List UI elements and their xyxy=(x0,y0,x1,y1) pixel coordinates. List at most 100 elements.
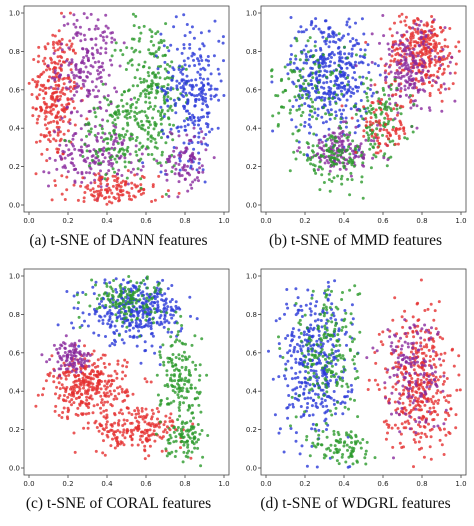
scatter-point xyxy=(107,186,111,190)
scatter-point xyxy=(196,396,200,400)
scatter-point xyxy=(411,59,415,63)
scatter-point xyxy=(162,98,166,102)
scatter-point xyxy=(201,92,204,95)
scatter-point xyxy=(177,97,181,101)
scatter-point xyxy=(87,91,91,95)
scatter-point xyxy=(289,16,293,19)
scatter-point xyxy=(161,435,165,439)
scatter-point xyxy=(302,48,306,52)
scatter-point xyxy=(134,416,138,420)
scatter-point xyxy=(107,151,111,155)
scatter-point xyxy=(128,115,132,119)
scatter-point xyxy=(181,90,185,94)
scatter-point xyxy=(313,319,317,323)
scatter-point xyxy=(173,321,177,325)
scatter-point xyxy=(73,379,77,383)
scatter-point xyxy=(89,376,93,380)
scatter-point xyxy=(59,364,63,368)
scatter-point xyxy=(339,59,343,63)
scatter-point xyxy=(105,413,109,417)
scatter-point xyxy=(172,98,176,102)
scatter-point xyxy=(339,89,343,93)
scatter-point xyxy=(55,347,59,351)
scatter-point xyxy=(354,64,358,68)
scatter-point xyxy=(295,139,299,143)
scatter-point xyxy=(334,318,338,322)
scatter-point xyxy=(158,316,162,320)
scatter-point xyxy=(451,82,455,86)
scatter-point xyxy=(48,67,52,71)
scatter-point xyxy=(348,193,352,197)
scatter-point xyxy=(338,140,342,143)
scatter-point xyxy=(391,118,395,122)
scatter-point xyxy=(379,101,383,105)
scatter-point xyxy=(297,128,301,132)
scatter-point xyxy=(142,279,145,282)
scatter-point xyxy=(354,151,358,154)
scatter-point xyxy=(53,158,57,162)
scatter-point xyxy=(174,439,178,443)
scatter-point xyxy=(114,136,118,140)
scatter-point xyxy=(365,111,369,115)
scatter-point xyxy=(99,46,103,50)
scatter-point xyxy=(386,122,390,126)
scatter-point xyxy=(53,71,57,75)
scatter-point xyxy=(152,52,156,56)
scatter-point xyxy=(87,164,91,168)
scatter-point xyxy=(131,326,135,330)
scatter-point xyxy=(93,95,97,99)
scatter-point xyxy=(144,114,148,118)
scatter-point xyxy=(177,134,181,138)
scatter-point xyxy=(418,44,422,48)
scatter-point xyxy=(351,37,355,41)
scatter-point xyxy=(116,444,120,448)
scatter-point xyxy=(176,426,180,429)
scatter-point xyxy=(72,348,75,352)
scatter-point xyxy=(394,93,398,96)
scatter-point xyxy=(123,156,127,160)
scatter-point xyxy=(340,134,344,138)
scatter-point xyxy=(120,324,124,328)
scatter-point xyxy=(185,74,189,78)
scatter-point xyxy=(122,148,126,152)
scatter-point xyxy=(412,47,416,51)
scatter-point xyxy=(160,150,164,154)
scatter-point xyxy=(111,115,114,118)
scatter-point xyxy=(134,426,138,430)
scatter-point xyxy=(405,30,409,34)
scatter-point xyxy=(130,63,134,67)
scatter-point xyxy=(159,398,163,402)
scatter-point xyxy=(159,105,163,109)
scatter-point xyxy=(62,23,66,27)
scatter-point xyxy=(313,98,317,102)
scatter-point xyxy=(201,168,205,172)
scatter-point xyxy=(157,133,160,137)
scatter-point xyxy=(75,18,79,22)
scatter-point xyxy=(398,46,402,50)
scatter-point xyxy=(303,120,307,124)
scatter-point xyxy=(339,120,343,124)
scatter-point xyxy=(112,128,116,132)
scatter-point xyxy=(356,89,359,93)
scatter-point xyxy=(315,423,319,426)
scatter-point xyxy=(165,383,169,386)
scatter-point xyxy=(298,97,302,100)
scatter-point xyxy=(404,49,408,53)
scatter-point xyxy=(31,114,35,118)
scatter-point xyxy=(188,30,192,34)
scatter-point xyxy=(193,94,197,98)
scatter-point xyxy=(177,357,181,361)
scatter-point xyxy=(145,119,149,123)
scatter-point xyxy=(385,134,389,138)
scatter-point xyxy=(448,27,452,30)
scatter-point xyxy=(310,444,314,448)
scatter-point xyxy=(187,449,191,453)
scatter-point xyxy=(139,157,143,161)
scatter-point xyxy=(176,418,180,422)
scatter-point xyxy=(315,339,319,343)
scatter-point xyxy=(299,385,302,389)
scatter-point xyxy=(316,393,320,397)
scatter-point xyxy=(387,137,390,141)
scatter-point xyxy=(68,344,72,348)
scatter-point xyxy=(366,63,370,67)
